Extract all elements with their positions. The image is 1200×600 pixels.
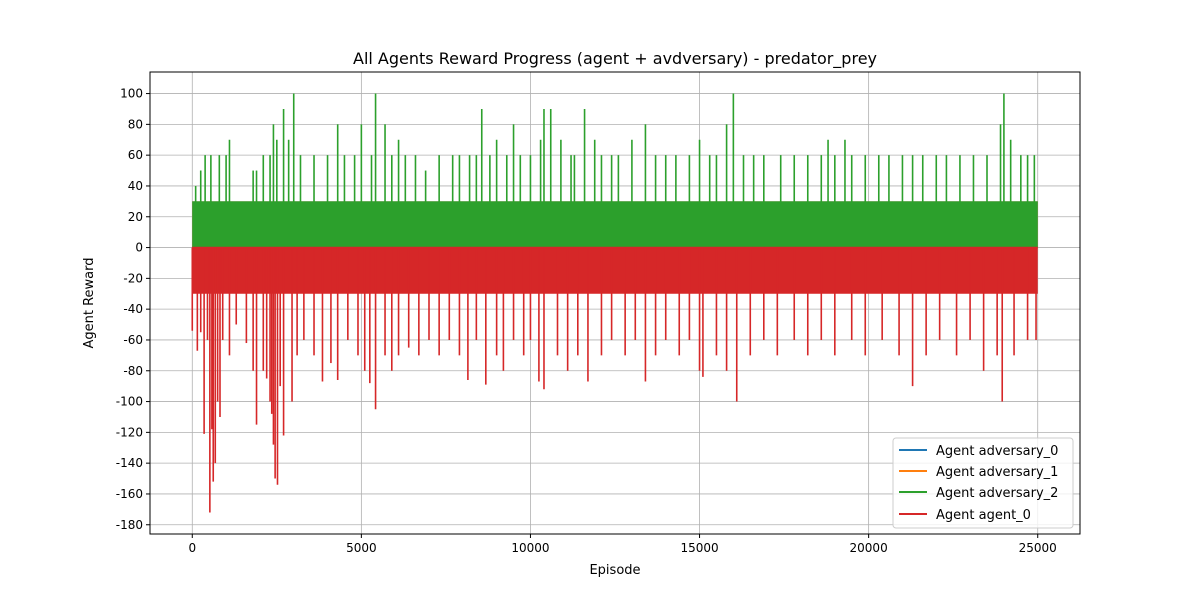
- y-tick-label: -140: [116, 456, 143, 470]
- legend-label-agent-0: Agent agent_0: [936, 508, 1031, 523]
- x-tick-label: 5000: [346, 541, 377, 555]
- plot-frame: [149, 71, 1081, 535]
- y-tick-label: 100: [120, 87, 143, 101]
- x-tick-label: 10000: [511, 541, 549, 555]
- y-tick-label: -120: [116, 425, 143, 439]
- x-tick-label: 20000: [850, 541, 888, 555]
- y-tick-label: -20: [123, 271, 143, 285]
- x-tick-label: 25000: [1019, 541, 1057, 555]
- x-axis-label: Episode: [589, 563, 640, 578]
- y-tick-label: 60: [128, 148, 143, 162]
- y-tick-label: 80: [128, 117, 143, 131]
- y-tick-label: 40: [128, 179, 143, 193]
- series-band: [192, 201, 1038, 248]
- x-tick-label: 15000: [680, 541, 718, 555]
- y-tick-label: -100: [116, 395, 143, 409]
- legend-label-adversary-2: Agent adversary_2: [936, 486, 1058, 501]
- y-tick-label: 20: [128, 210, 143, 224]
- y-tick-label: -160: [116, 487, 143, 501]
- legend-label-adversary-1: Agent adversary_1: [936, 465, 1058, 480]
- y-tick-label: -180: [116, 518, 143, 532]
- y-tick-label: -80: [123, 364, 143, 378]
- y-tick-label: 0: [135, 241, 143, 255]
- legend-label-adversary-0: Agent adversary_0: [936, 444, 1058, 459]
- y-tick-label: -40: [123, 302, 143, 316]
- series-band: [192, 247, 1038, 294]
- x-tick-label: 0: [188, 541, 196, 555]
- series-agent-agent-0: [191, 246, 1038, 513]
- legend: Agent adversary_0 Agent adversary_1 Agen…: [892, 437, 1074, 529]
- y-axis-label: Agent Reward: [82, 257, 97, 348]
- y-tick-label: -60: [123, 333, 143, 347]
- legend-box: [892, 437, 1074, 529]
- chart-title: All Agents Reward Progress (agent + avdv…: [353, 49, 877, 69]
- series-layer: [191, 93, 1038, 513]
- axis-ticks: 0 5000 10000 15000 20000 25000 -180 -160 -140 -12…: [116, 87, 1057, 555]
